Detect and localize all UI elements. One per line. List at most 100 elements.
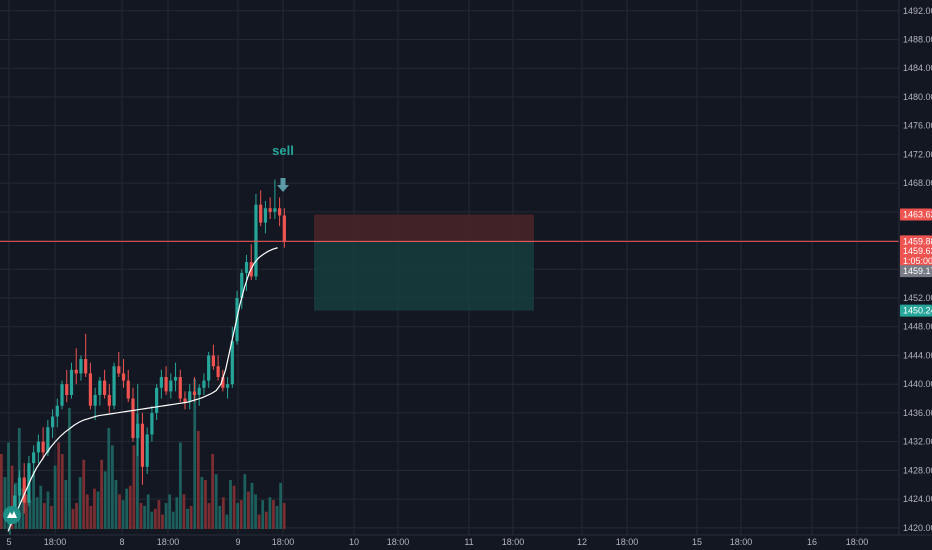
candle-body [88,373,93,406]
candle-body [192,391,197,395]
volume-bar [125,488,129,529]
candle-body [140,423,145,467]
volume-bar [175,497,179,529]
volume-bar [21,488,25,529]
volume-bar [132,445,136,529]
volume-bar [243,474,247,529]
candle-body [46,427,50,453]
sell-annotation: sell [272,143,294,158]
x-tick-label: 18:00 [157,537,180,547]
y-tick-label: 1452.00 [903,293,932,303]
candle-body [169,380,173,392]
x-tick-label: 11 [464,537,473,547]
x-tick-label: 9 [235,537,240,547]
moving-average-line [7,247,278,532]
candle-body [155,387,159,413]
volume-bar [42,503,46,529]
candle-body [183,398,187,403]
candle-body [136,423,140,439]
x-tick-label: 16 [807,537,817,547]
volume-bar [254,494,257,529]
volume-bar [282,503,286,529]
volume-bar [71,508,75,529]
volume-bar [39,485,43,529]
y-tick-label: 1432.00 [903,437,932,447]
candle-body [273,208,277,212]
volume-bar [257,514,261,529]
candle-body [69,369,74,395]
volume-bar [275,505,279,529]
volume-bar [35,497,39,529]
volume-bar [46,491,50,529]
y-tick-label: 1440.00 [903,379,932,389]
x-tick-label: 18:00 [730,537,753,547]
take-profit-zone[interactable] [314,241,534,311]
candle-body [103,380,107,395]
volume-bar [218,505,222,529]
stop-loss-zone[interactable] [314,214,534,242]
candle-body [225,384,230,388]
volume-bar [121,500,125,529]
candle-body [84,359,88,374]
candle-body [150,412,154,435]
candle-body [74,369,78,374]
x-tick-label: 18:00 [846,537,869,547]
candle-body [207,355,211,381]
price-tag: 1463.63 [900,208,932,221]
volume-bar [68,407,71,529]
candle-body [259,204,263,223]
y-tick-label: 1476.00 [903,121,932,131]
volume-bar [204,479,207,529]
y-tick-label: 1436.00 [903,408,932,418]
y-tick-label: 1488.00 [903,34,932,44]
volume-bar [279,482,283,529]
y-tick-label: 1480.00 [903,92,932,102]
candle-body [41,441,45,453]
candle-body [79,359,83,374]
candle-body [244,262,249,273]
price-tag: 1459.17 [900,265,932,278]
volume-bar [32,471,35,529]
y-tick-label: 1492.00 [903,6,932,16]
volume-bar [207,503,211,529]
candle-body [216,366,220,378]
price-tag-label: 1459.63 [903,246,932,256]
trade-zone[interactable] [314,214,534,311]
candle-body [202,380,206,388]
candle-body [164,377,168,392]
volume-bar [103,471,107,529]
candle-body [278,208,282,216]
logo-icon [7,511,17,518]
price-tag-bg [900,255,932,268]
volume-bar [193,379,197,529]
candle-body [107,394,111,406]
candle-body [145,434,149,467]
y-tick-label: 1444.00 [903,350,932,360]
price-tag-bg [900,235,932,248]
volume-bar [261,500,265,529]
candle-body [121,373,126,381]
tradingview-logo[interactable] [3,506,21,524]
volume-bar [25,494,28,529]
candle-body [268,208,272,212]
volume-bar [64,479,68,529]
volume-bar [85,494,89,529]
volume-bar [229,479,232,529]
volume-bar [0,454,3,529]
volume-bar [100,459,104,529]
volume-bar [186,508,189,529]
time-axis[interactable]: 5 18:00 8 18:00 9 18:00 10 18:00 11 18:00 12 18:00 1… [0,534,932,547]
volume-bar [236,503,240,529]
candle-body [32,452,36,464]
candle-body [126,380,130,399]
candle-body [178,377,182,399]
volume-bar [107,428,111,529]
price-tag-label: 1:05:00 [903,256,932,266]
volume-bar [78,477,82,529]
candle-body [254,204,258,277]
volume-bar [53,465,57,529]
volume-bar [143,505,146,529]
volume-bar [96,491,100,529]
y-tick-label: 1448.00 [903,322,932,332]
